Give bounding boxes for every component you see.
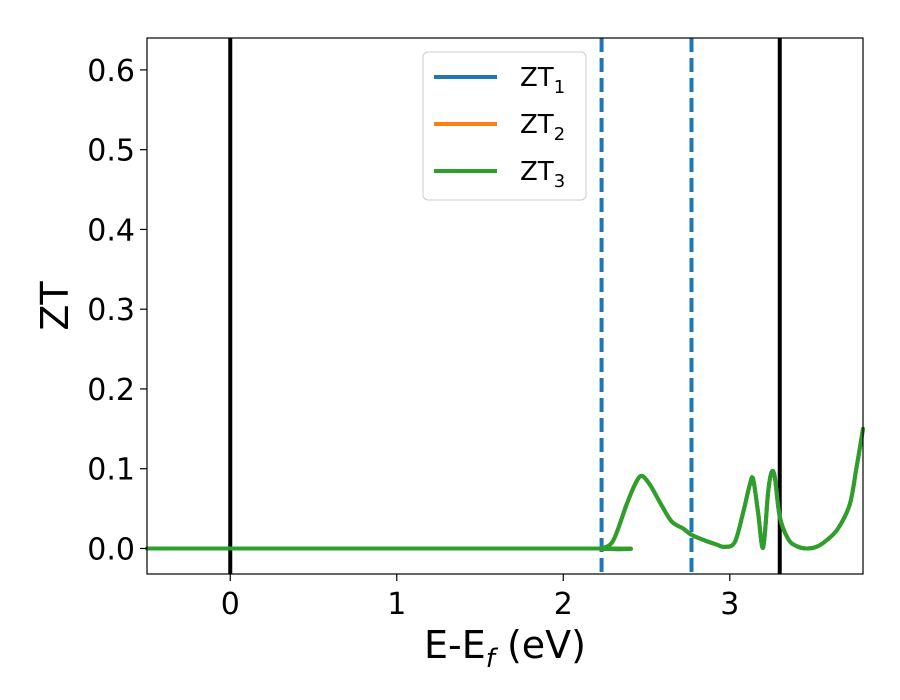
legend-label-zt1: ZT1 <box>520 63 565 98</box>
y-tick-label: 0.5 <box>87 134 135 169</box>
legend-label-zt3: ZT3 <box>520 157 565 192</box>
x-tick-label: 2 <box>554 587 573 622</box>
y-axis-ticks: 0.0 0.1 0.2 0.3 0.4 0.5 0.6 <box>87 54 147 567</box>
series-line-zt3 <box>145 426 865 552</box>
y-tick-label: 0.2 <box>87 373 135 408</box>
legend-label-zt2: ZT2 <box>520 110 565 145</box>
x-axis-title-unit: (eV) <box>495 623 586 667</box>
x-tick-label: 3 <box>720 587 739 622</box>
legend: ZT1 ZT2 ZT3 <box>422 51 587 201</box>
y-tick-label: 0.1 <box>87 453 135 488</box>
plot-frame <box>146 37 864 575</box>
x-tick-label: 1 <box>387 587 406 622</box>
x-axis-ticks: 0 1 2 3 <box>221 574 739 622</box>
vertical-markers <box>228 38 782 574</box>
legend-box <box>422 51 587 201</box>
y-tick-label: 0.6 <box>87 54 135 89</box>
x-axis-title-main: E-E <box>424 623 486 667</box>
series-lines <box>145 426 865 552</box>
y-axis-title: ZT <box>33 281 77 331</box>
x-axis-title: E-Ef (eV) <box>424 623 586 674</box>
y-tick-label: 0.3 <box>87 293 135 328</box>
y-tick-label: 0.4 <box>87 213 135 248</box>
x-tick-label: 0 <box>221 587 240 622</box>
y-tick-label: 0.0 <box>87 532 135 567</box>
